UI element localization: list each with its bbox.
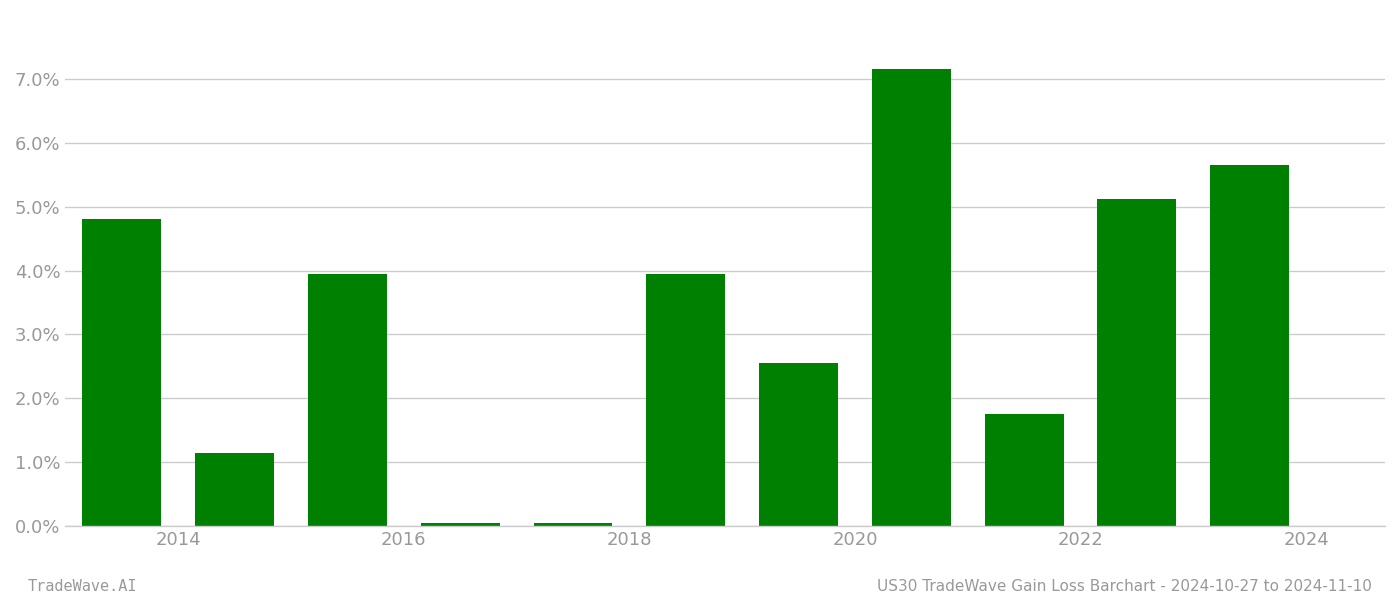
Bar xyxy=(647,274,725,526)
Bar xyxy=(533,523,612,526)
Bar xyxy=(872,70,951,526)
Text: TradeWave.AI: TradeWave.AI xyxy=(28,579,137,594)
Bar xyxy=(83,220,161,526)
Bar xyxy=(1098,199,1176,526)
Bar xyxy=(195,452,274,526)
Text: US30 TradeWave Gain Loss Barchart - 2024-10-27 to 2024-11-10: US30 TradeWave Gain Loss Barchart - 2024… xyxy=(878,579,1372,594)
Bar xyxy=(421,523,500,526)
Bar xyxy=(1210,165,1289,526)
Bar xyxy=(308,274,386,526)
Bar xyxy=(984,415,1064,526)
Bar xyxy=(759,363,839,526)
